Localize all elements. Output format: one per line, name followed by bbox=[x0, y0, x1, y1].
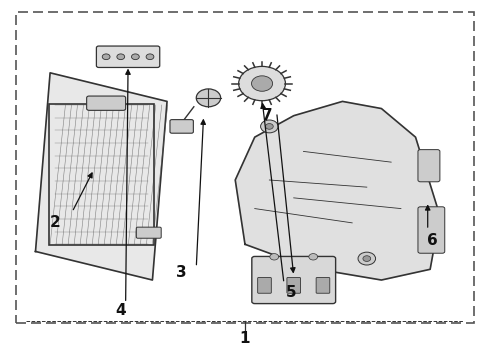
Text: 2: 2 bbox=[49, 215, 60, 230]
Polygon shape bbox=[35, 73, 167, 280]
Circle shape bbox=[117, 54, 124, 60]
Circle shape bbox=[131, 54, 139, 60]
FancyBboxPatch shape bbox=[418, 150, 440, 182]
Circle shape bbox=[196, 89, 220, 107]
Circle shape bbox=[261, 120, 278, 133]
FancyBboxPatch shape bbox=[170, 120, 194, 133]
Polygon shape bbox=[235, 102, 440, 280]
Circle shape bbox=[363, 256, 371, 261]
Text: 7: 7 bbox=[262, 108, 272, 123]
FancyBboxPatch shape bbox=[316, 278, 330, 293]
Text: 5: 5 bbox=[286, 285, 296, 300]
Text: 3: 3 bbox=[176, 265, 187, 280]
FancyBboxPatch shape bbox=[418, 207, 445, 253]
Circle shape bbox=[251, 76, 272, 91]
Circle shape bbox=[266, 123, 273, 129]
Text: 4: 4 bbox=[116, 303, 126, 318]
Circle shape bbox=[102, 54, 110, 60]
Text: 1: 1 bbox=[240, 332, 250, 346]
Circle shape bbox=[358, 252, 375, 265]
FancyBboxPatch shape bbox=[136, 227, 161, 238]
Circle shape bbox=[309, 253, 318, 260]
Circle shape bbox=[146, 54, 154, 60]
FancyBboxPatch shape bbox=[97, 46, 160, 67]
Circle shape bbox=[239, 66, 286, 101]
Circle shape bbox=[270, 253, 279, 260]
FancyBboxPatch shape bbox=[87, 96, 125, 111]
FancyBboxPatch shape bbox=[258, 278, 271, 293]
FancyBboxPatch shape bbox=[287, 278, 300, 293]
FancyBboxPatch shape bbox=[252, 256, 336, 303]
Text: 6: 6 bbox=[427, 233, 438, 248]
